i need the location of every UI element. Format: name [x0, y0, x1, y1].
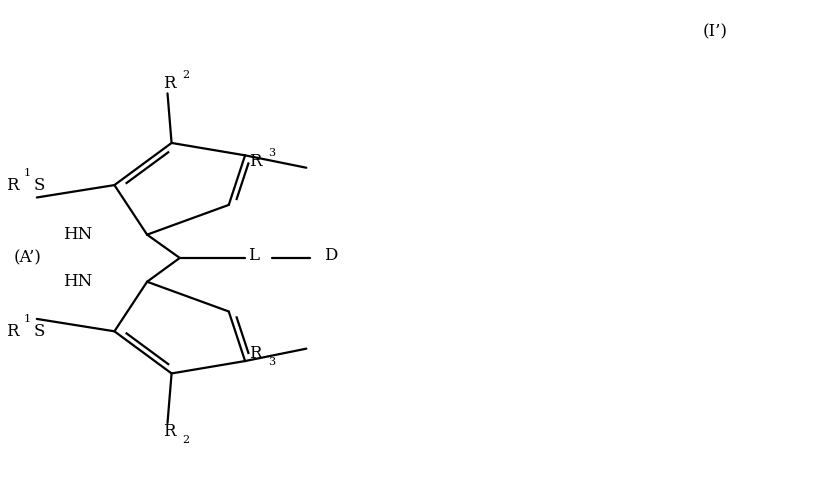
Text: R: R — [163, 75, 176, 92]
Text: 2: 2 — [182, 70, 189, 80]
Text: L: L — [248, 247, 259, 264]
Text: S: S — [34, 323, 45, 340]
Text: HN: HN — [64, 273, 92, 290]
Text: 3: 3 — [268, 148, 275, 158]
Text: R: R — [6, 323, 18, 340]
Text: R: R — [249, 345, 262, 362]
Text: R: R — [163, 423, 176, 440]
Text: 3: 3 — [268, 357, 275, 367]
Text: D: D — [324, 247, 337, 264]
Text: HN: HN — [64, 226, 92, 243]
Text: S: S — [34, 176, 45, 194]
Text: R: R — [249, 153, 262, 170]
Text: 2: 2 — [182, 435, 189, 446]
Text: R: R — [6, 176, 18, 194]
Text: 1: 1 — [24, 168, 31, 178]
Text: 1: 1 — [24, 314, 31, 324]
Text: (I’): (I’) — [702, 23, 728, 40]
Text: (A’): (A’) — [14, 249, 42, 267]
